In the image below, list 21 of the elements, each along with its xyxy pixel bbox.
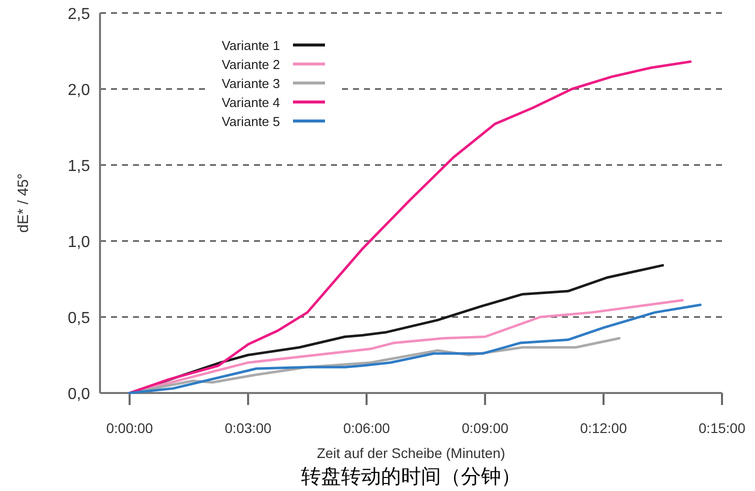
x-tick-label: 0:09:00 [462,420,509,436]
x-tick-label: 0:06:00 [343,420,390,436]
x-tick-label: 0:03:00 [224,420,272,436]
y-tick-label: 1,5 [68,158,90,175]
legend-label: Variante 5 [222,114,280,129]
y-tick-label: 0,0 [68,386,90,403]
y-axis-title: dE* / 45° [15,173,32,233]
x-tick-label: 0:12:00 [580,420,628,436]
x-tick-label: 0:15:00 [698,420,746,436]
legend-label: Variante 1 [222,38,280,53]
y-tick-label: 2,5 [68,6,90,23]
x-axis-title: Zeit auf der Scheibe (Minuten) [316,445,506,461]
y-tick-label: 1,0 [68,234,90,251]
x-tick-label: 0:00:00 [106,420,154,436]
y-tick-label: 0,5 [68,310,90,327]
line-series [128,60,692,394]
text: 转盘转动的时间（分钟） [301,466,521,488]
legend-label: Variante 3 [222,76,280,91]
legend-label: Variante 2 [222,57,280,72]
y-tick-label: 2,0 [68,82,90,99]
legend-label: Variante 4 [222,95,280,110]
